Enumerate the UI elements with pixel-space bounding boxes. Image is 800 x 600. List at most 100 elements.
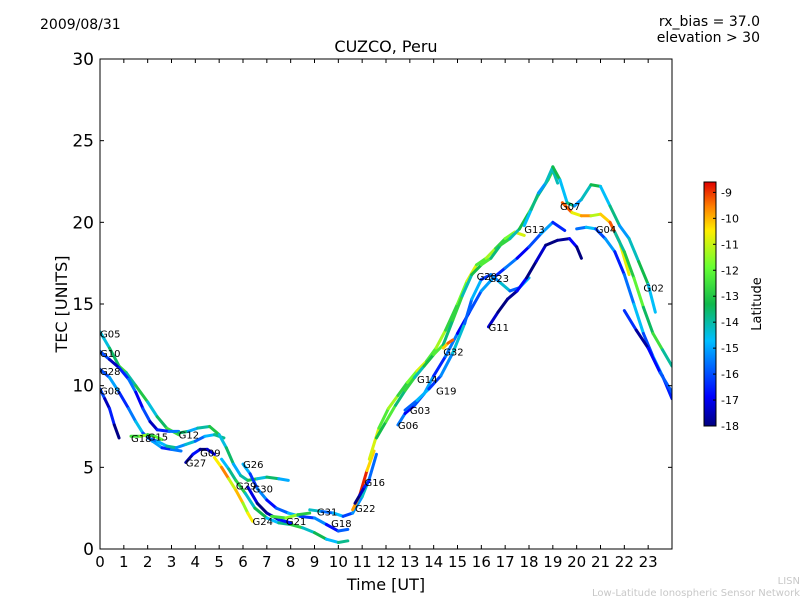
x-tick-label: 4	[191, 553, 201, 571]
series-segment	[491, 266, 507, 280]
series-segment	[332, 511, 345, 518]
series-segment	[551, 220, 567, 232]
series-segment	[498, 281, 512, 293]
series-segment	[394, 389, 407, 407]
series-segment	[525, 260, 538, 280]
elevation-label: elevation > 30	[656, 30, 760, 46]
series-segment	[551, 165, 562, 182]
series-segment	[231, 462, 243, 477]
x-tick-label: 20	[567, 553, 586, 571]
series-segment	[613, 230, 626, 254]
y-tick-label: 30	[72, 50, 94, 70]
series-segment	[127, 377, 138, 394]
colorbar-tick-label: -18	[721, 420, 739, 433]
satellite-label-g11: G11	[488, 323, 508, 334]
series-segment	[568, 237, 579, 249]
x-tick-label: 23	[639, 553, 658, 571]
series-segment	[184, 439, 197, 446]
series-segment	[539, 220, 555, 236]
series-segment	[320, 509, 336, 515]
series-segment	[124, 371, 138, 388]
series-g14	[367, 230, 526, 461]
series-segment	[594, 227, 607, 241]
series-segment	[544, 238, 560, 247]
series-segment	[108, 407, 116, 427]
x-tick-label: 14	[424, 553, 443, 571]
series-segment	[270, 514, 288, 520]
y-tick-label: 0	[83, 540, 94, 560]
series-segment	[241, 462, 252, 476]
series-segment	[384, 403, 398, 424]
series-segment	[589, 183, 602, 188]
series-segment	[253, 506, 269, 520]
series-segment	[374, 420, 388, 440]
satellite-label-g05: G05	[100, 329, 120, 340]
credit-long: Low-Latitude Ionospheric Sensor Network	[592, 588, 800, 599]
colorbar-label: Latitude	[750, 277, 765, 331]
series-segment	[529, 191, 541, 211]
satellite-label-g18: G18	[131, 434, 151, 445]
series-segment	[632, 302, 645, 335]
series-segment	[220, 457, 231, 471]
series-segment	[599, 212, 612, 224]
series-segment	[608, 204, 622, 228]
colorbar-tick-label: -12	[721, 264, 739, 277]
series-segment	[489, 243, 502, 260]
series-g15	[146, 433, 226, 450]
series-segment	[186, 426, 200, 433]
colorbar-tick-label: -16	[721, 368, 739, 381]
series-segment	[646, 282, 657, 314]
satellite-label-g18: G18	[331, 519, 351, 530]
y-tick-label: 20	[72, 213, 94, 233]
series-segment	[572, 197, 583, 208]
series-segment	[301, 526, 316, 535]
bias-info: rx_bias = 37.0 elevation > 30	[657, 14, 760, 46]
satellite-label-g02: G02	[643, 284, 663, 295]
series-segment	[637, 260, 650, 286]
x-tick-label: 8	[286, 553, 296, 571]
series-segment	[515, 245, 531, 260]
credit: LISN Low-Latitude Ionospheric Sensor Net…	[592, 576, 800, 600]
series-segment	[208, 425, 221, 437]
series-segment	[148, 420, 159, 432]
series-segment	[460, 273, 474, 298]
x-tick-label: 2	[143, 553, 153, 571]
x-tick-label: 7	[262, 553, 272, 571]
series-segment	[527, 232, 543, 249]
satellite-label-g32: G32	[443, 347, 463, 358]
satellite-label-g21: G21	[286, 517, 306, 528]
series-segment	[496, 297, 510, 314]
series-segment	[146, 436, 159, 443]
series-segment	[446, 338, 455, 345]
series-segment	[353, 493, 362, 505]
series-g19	[374, 168, 560, 440]
satellite-label-g14: G14	[417, 375, 437, 386]
series-segment	[196, 425, 212, 430]
y-tick-label: 5	[83, 458, 94, 478]
series-segment	[396, 380, 409, 397]
series-segment	[470, 263, 483, 277]
series-segment	[575, 245, 583, 260]
series-segment	[255, 487, 269, 502]
series-segment	[220, 465, 231, 481]
x-tick-label: 13	[400, 553, 419, 571]
series-segment	[515, 276, 529, 293]
series-segment	[444, 302, 459, 332]
series-segment	[174, 442, 188, 450]
series-segment	[324, 537, 340, 544]
series-segment	[227, 477, 238, 492]
series-segment	[308, 508, 324, 513]
series-g29	[212, 456, 255, 523]
rx-bias-label: rx_bias = 37.0	[658, 14, 760, 30]
series-segment	[422, 353, 436, 368]
series-segment	[112, 423, 121, 440]
x-tick-label: 19	[543, 553, 562, 571]
series-segment	[403, 376, 417, 393]
series-segment	[627, 237, 641, 264]
series-segment	[489, 273, 502, 285]
series-segment	[100, 367, 112, 379]
series-segment	[227, 467, 238, 482]
series-segment	[134, 420, 145, 435]
series-segment	[265, 516, 281, 525]
x-tick-label: 0	[95, 553, 105, 571]
